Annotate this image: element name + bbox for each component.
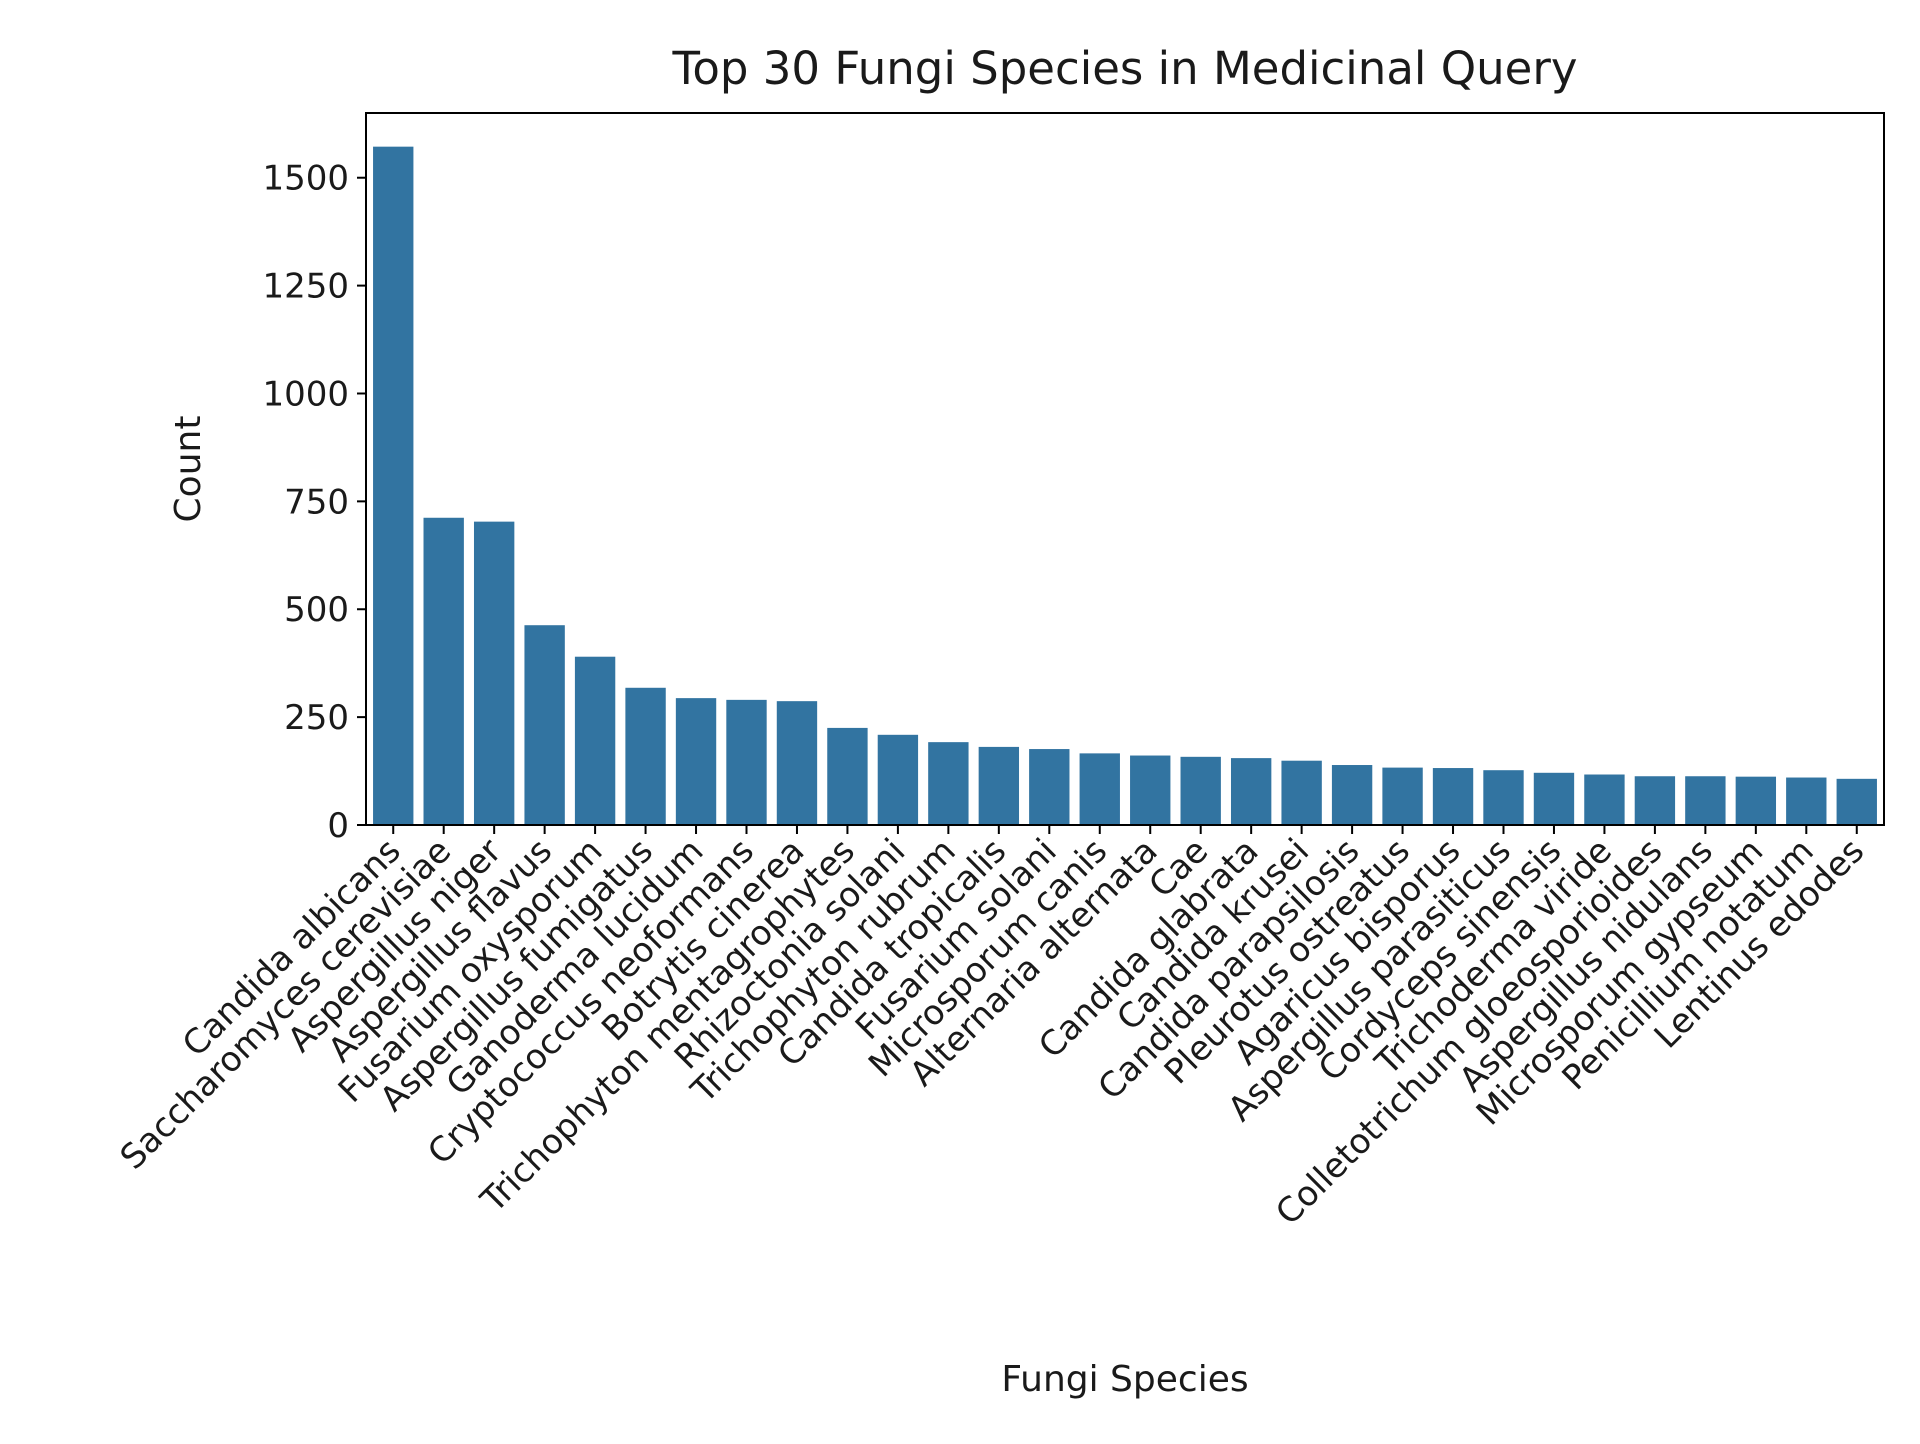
y-tick-label: 750 <box>284 482 349 522</box>
bar <box>1331 765 1373 825</box>
y-tick-label: 1000 <box>262 374 349 414</box>
x-axis-label: Fungi Species <box>1001 1359 1248 1400</box>
bar <box>1130 755 1171 825</box>
bar <box>675 698 717 825</box>
chart-title: Top 30 Fungi Species in Medicinal Query <box>672 42 1578 95</box>
bar <box>524 625 565 825</box>
y-tick-label: 250 <box>284 698 349 738</box>
plot-frame <box>365 112 1885 826</box>
bar <box>574 656 616 825</box>
bar <box>423 517 464 825</box>
y-axis: 0 250 500 750 1000 1250 1500 <box>262 159 366 846</box>
bars-layer <box>373 146 1877 825</box>
y-tick-label: 1250 <box>262 267 349 307</box>
bar <box>877 734 919 825</box>
y-tick-label: 1500 <box>262 159 349 199</box>
bar <box>1432 768 1474 825</box>
bar <box>928 742 969 825</box>
bar <box>978 746 1020 825</box>
bar <box>1836 778 1877 825</box>
bar <box>1786 777 1827 825</box>
bar <box>373 146 414 825</box>
bar <box>473 521 515 825</box>
bar <box>1230 758 1272 825</box>
bar <box>1382 767 1423 825</box>
bar <box>1281 760 1322 825</box>
bar <box>1634 776 1676 825</box>
bar <box>1029 749 1070 825</box>
bar <box>726 699 767 825</box>
bar <box>1735 776 1777 825</box>
bar <box>1180 756 1221 825</box>
y-tick-label: 0 <box>327 806 349 846</box>
bar <box>1483 770 1524 825</box>
bar <box>625 687 666 825</box>
bar <box>776 701 818 825</box>
bar <box>1584 774 1625 825</box>
bar <box>1533 772 1575 825</box>
bar <box>1685 776 1726 825</box>
y-axis-label: Count <box>168 416 209 523</box>
bar <box>827 727 868 825</box>
y-tick-label: 500 <box>284 590 349 630</box>
bar <box>1079 753 1120 825</box>
